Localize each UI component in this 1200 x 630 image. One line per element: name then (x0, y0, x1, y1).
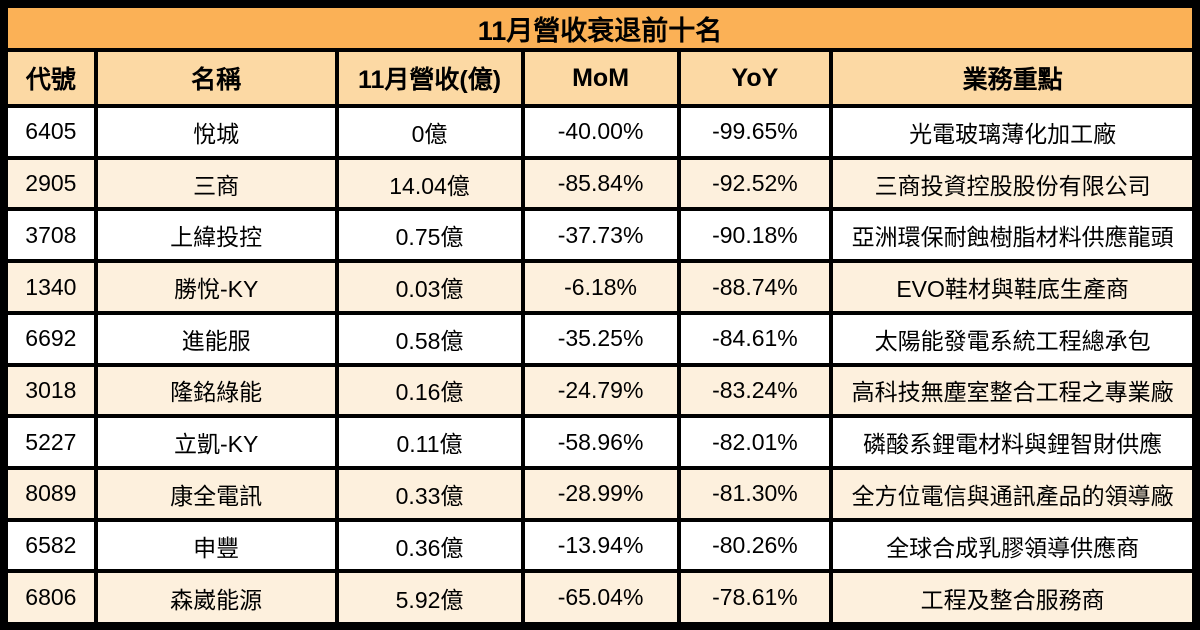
column-header-mom: MoM (520, 48, 681, 108)
cell-yoy: -84.61% (676, 310, 834, 367)
cell-name: 悅城 (93, 104, 339, 160)
cell-code: 3708 (2, 207, 98, 264)
cell-mom: -37.73% (520, 207, 681, 264)
header-row: 代號 名稱 11月營收(億) MoM YoY 業務重點 (2, 48, 1198, 108)
column-header-revenue: 11月營收(億) (334, 48, 525, 108)
cell-revenue: 14.04億 (334, 155, 525, 212)
table-row: 2905 三商 14.04億 -85.84% -92.52% 三商投資控股股份有限公司 (2, 155, 1198, 212)
cell-business: 工程及整合服務商 (829, 569, 1198, 628)
cell-name: 康全電訊 (93, 466, 339, 522)
cell-revenue: 5.92億 (334, 569, 525, 628)
cell-revenue: 0.33億 (334, 466, 525, 522)
cell-code: 6405 (2, 104, 98, 160)
table-row: 3708 上緯投控 0.75億 -37.73% -90.18% 亞洲環保耐蝕樹脂材料供應龍… (2, 207, 1198, 264)
cell-code: 6692 (2, 310, 98, 367)
table-row: 6692 進能服 0.58億 -35.25% -84.61% 太陽能發電系統工程總承包 (2, 310, 1198, 367)
cell-yoy: -92.52% (676, 155, 834, 212)
cell-business: 太陽能發電系統工程總承包 (829, 310, 1198, 367)
cell-business: 磷酸系鋰電材料與鋰智財供應 (829, 414, 1198, 471)
cell-revenue: 0.75億 (334, 207, 525, 264)
column-header-code: 代號 (2, 48, 98, 108)
cell-revenue: 0.36億 (334, 517, 525, 574)
table-row: 6806 森崴能源 5.92億 -65.04% -78.61% 工程及整合服務商 (2, 569, 1198, 628)
cell-yoy: -81.30% (676, 466, 834, 522)
cell-yoy: -78.61% (676, 569, 834, 628)
cell-name: 立凱-KY (93, 414, 339, 471)
table-title: 11月營收衰退前十名 (2, 2, 1198, 52)
cell-business: 光電玻璃薄化加工廠 (829, 104, 1198, 160)
cell-mom: -58.96% (520, 414, 681, 471)
cell-code: 8089 (2, 466, 98, 522)
cell-code: 3018 (2, 362, 98, 419)
cell-name: 申豐 (93, 517, 339, 574)
table-row: 1340 勝悅-KY 0.03億 -6.18% -88.74% EVO鞋材與鞋底生產商 (2, 259, 1198, 315)
column-header-yoy: YoY (676, 48, 834, 108)
title-row: 11月營收衰退前十名 (2, 2, 1198, 52)
cell-yoy: -90.18% (676, 207, 834, 264)
cell-name: 勝悅-KY (93, 259, 339, 315)
cell-code: 6582 (2, 517, 98, 574)
table-body: 6405 悅城 0億 -40.00% -99.65% 光電玻璃薄化加工廠 2905 三商 14.… (2, 104, 1198, 628)
cell-code: 2905 (2, 155, 98, 212)
cell-revenue: 0.03億 (334, 259, 525, 315)
cell-mom: -28.99% (520, 466, 681, 522)
cell-yoy: -80.26% (676, 517, 834, 574)
cell-mom: -40.00% (520, 104, 681, 160)
cell-yoy: -88.74% (676, 259, 834, 315)
cell-mom: -85.84% (520, 155, 681, 212)
cell-mom: -24.79% (520, 362, 681, 419)
cell-name: 三商 (93, 155, 339, 212)
cell-mom: -35.25% (520, 310, 681, 367)
cell-mom: -13.94% (520, 517, 681, 574)
cell-mom: -65.04% (520, 569, 681, 628)
cell-business: 三商投資控股股份有限公司 (829, 155, 1198, 212)
cell-yoy: -83.24% (676, 362, 834, 419)
table-row: 3018 隆銘綠能 0.16億 -24.79% -83.24% 高科技無塵室整合工程之專業… (2, 362, 1198, 419)
cell-business: 高科技無塵室整合工程之專業廠 (829, 362, 1198, 419)
cell-mom: -6.18% (520, 259, 681, 315)
cell-code: 5227 (2, 414, 98, 471)
cell-revenue: 0.11億 (334, 414, 525, 471)
cell-business: EVO鞋材與鞋底生產商 (829, 259, 1198, 315)
cell-business: 全球合成乳膠領導供應商 (829, 517, 1198, 574)
table-row: 8089 康全電訊 0.33億 -28.99% -81.30% 全方位電信與通訊產品的領導… (2, 466, 1198, 522)
cell-business: 全方位電信與通訊產品的領導廠 (829, 466, 1198, 522)
cell-code: 1340 (2, 259, 98, 315)
column-header-business: 業務重點 (829, 48, 1198, 108)
cell-revenue: 0億 (334, 104, 525, 160)
cell-code: 6806 (2, 569, 98, 628)
cell-revenue: 0.58億 (334, 310, 525, 367)
cell-yoy: -99.65% (676, 104, 834, 160)
table-row: 6405 悅城 0億 -40.00% -99.65% 光電玻璃薄化加工廠 (2, 104, 1198, 160)
table-row: 6582 申豐 0.36億 -13.94% -80.26% 全球合成乳膠領導供應商 (2, 517, 1198, 574)
cell-revenue: 0.16億 (334, 362, 525, 419)
cell-name: 森崴能源 (93, 569, 339, 628)
table-row: 5227 立凱-KY 0.11億 -58.96% -82.01% 磷酸系鋰電材料與鋰智財供… (2, 414, 1198, 471)
cell-name: 進能服 (93, 310, 339, 367)
cell-name: 隆銘綠能 (93, 362, 339, 419)
cell-yoy: -82.01% (676, 414, 834, 471)
cell-business: 亞洲環保耐蝕樹脂材料供應龍頭 (829, 207, 1198, 264)
column-header-name: 名稱 (93, 48, 339, 108)
cell-name: 上緯投控 (93, 207, 339, 264)
